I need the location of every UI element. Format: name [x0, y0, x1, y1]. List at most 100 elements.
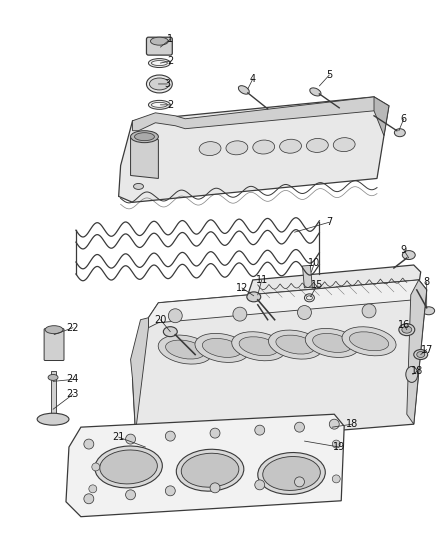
Ellipse shape [399, 324, 415, 336]
Text: 8: 8 [424, 277, 430, 287]
Ellipse shape [134, 133, 155, 141]
Text: 10: 10 [308, 258, 321, 268]
Ellipse shape [258, 453, 325, 495]
Ellipse shape [307, 139, 328, 152]
Ellipse shape [417, 352, 425, 358]
Text: 9: 9 [401, 245, 407, 255]
Ellipse shape [325, 421, 334, 438]
Circle shape [84, 494, 94, 504]
Text: 4: 4 [250, 74, 256, 84]
Ellipse shape [263, 457, 320, 490]
Ellipse shape [158, 335, 212, 364]
Ellipse shape [268, 330, 322, 359]
Polygon shape [131, 318, 148, 432]
Ellipse shape [150, 37, 168, 45]
Polygon shape [133, 97, 384, 131]
Text: 2: 2 [167, 56, 173, 66]
Ellipse shape [45, 326, 63, 334]
Text: 17: 17 [420, 344, 433, 354]
Circle shape [297, 305, 311, 319]
Text: 18: 18 [410, 367, 423, 376]
Text: 20: 20 [154, 314, 166, 325]
Circle shape [89, 485, 97, 493]
Text: 22: 22 [67, 322, 79, 333]
Circle shape [165, 486, 175, 496]
Polygon shape [131, 136, 159, 179]
Text: 6: 6 [401, 114, 407, 124]
Circle shape [329, 419, 339, 429]
Ellipse shape [152, 61, 167, 66]
Ellipse shape [199, 142, 221, 156]
Circle shape [294, 477, 304, 487]
Polygon shape [148, 280, 427, 328]
Circle shape [255, 425, 265, 435]
Circle shape [233, 307, 247, 321]
Text: 7: 7 [326, 217, 332, 227]
Ellipse shape [307, 296, 312, 300]
Ellipse shape [131, 131, 159, 143]
Circle shape [210, 428, 220, 438]
Ellipse shape [310, 88, 321, 96]
Bar [303, 265, 312, 288]
Ellipse shape [402, 326, 412, 333]
Text: 1: 1 [167, 34, 173, 44]
Polygon shape [133, 280, 427, 446]
Ellipse shape [239, 337, 279, 356]
Ellipse shape [177, 449, 244, 491]
Circle shape [255, 480, 265, 490]
Bar [51, 372, 56, 416]
Ellipse shape [403, 251, 415, 260]
Ellipse shape [226, 141, 248, 155]
Text: 18: 18 [346, 419, 358, 429]
Ellipse shape [195, 334, 249, 362]
FancyBboxPatch shape [44, 329, 64, 360]
Ellipse shape [305, 328, 359, 358]
Ellipse shape [166, 340, 205, 359]
Ellipse shape [148, 59, 170, 68]
Bar [288, 431, 303, 454]
Circle shape [126, 490, 135, 500]
Text: 24: 24 [67, 374, 79, 384]
Text: 16: 16 [398, 320, 410, 330]
Ellipse shape [276, 335, 315, 354]
Text: 5: 5 [326, 70, 332, 80]
Ellipse shape [249, 299, 261, 307]
Circle shape [332, 440, 340, 448]
Ellipse shape [95, 446, 162, 488]
Text: 21: 21 [113, 432, 125, 442]
Circle shape [294, 422, 304, 432]
Circle shape [84, 439, 94, 449]
Polygon shape [407, 280, 427, 424]
Text: 12: 12 [236, 283, 248, 293]
Ellipse shape [304, 294, 314, 302]
Circle shape [126, 434, 135, 444]
Ellipse shape [148, 100, 170, 109]
Ellipse shape [333, 138, 355, 151]
Ellipse shape [342, 327, 396, 356]
Polygon shape [66, 414, 344, 516]
Ellipse shape [152, 102, 167, 107]
Ellipse shape [146, 75, 172, 93]
Ellipse shape [181, 453, 239, 487]
Circle shape [165, 431, 175, 441]
Ellipse shape [163, 327, 177, 337]
Ellipse shape [238, 86, 249, 94]
Text: 11: 11 [256, 275, 268, 285]
Ellipse shape [37, 413, 69, 425]
Circle shape [332, 475, 340, 483]
Ellipse shape [100, 450, 157, 484]
Ellipse shape [394, 129, 405, 136]
Text: 2: 2 [167, 100, 173, 110]
Ellipse shape [232, 332, 286, 361]
Polygon shape [243, 265, 421, 328]
Ellipse shape [253, 140, 275, 154]
Ellipse shape [48, 375, 58, 381]
Ellipse shape [423, 307, 434, 315]
Ellipse shape [202, 338, 242, 358]
Circle shape [210, 483, 220, 493]
Text: 3: 3 [164, 79, 170, 89]
Text: 15: 15 [311, 280, 324, 290]
Polygon shape [119, 97, 389, 203]
Text: 23: 23 [67, 389, 79, 399]
Ellipse shape [350, 332, 389, 351]
